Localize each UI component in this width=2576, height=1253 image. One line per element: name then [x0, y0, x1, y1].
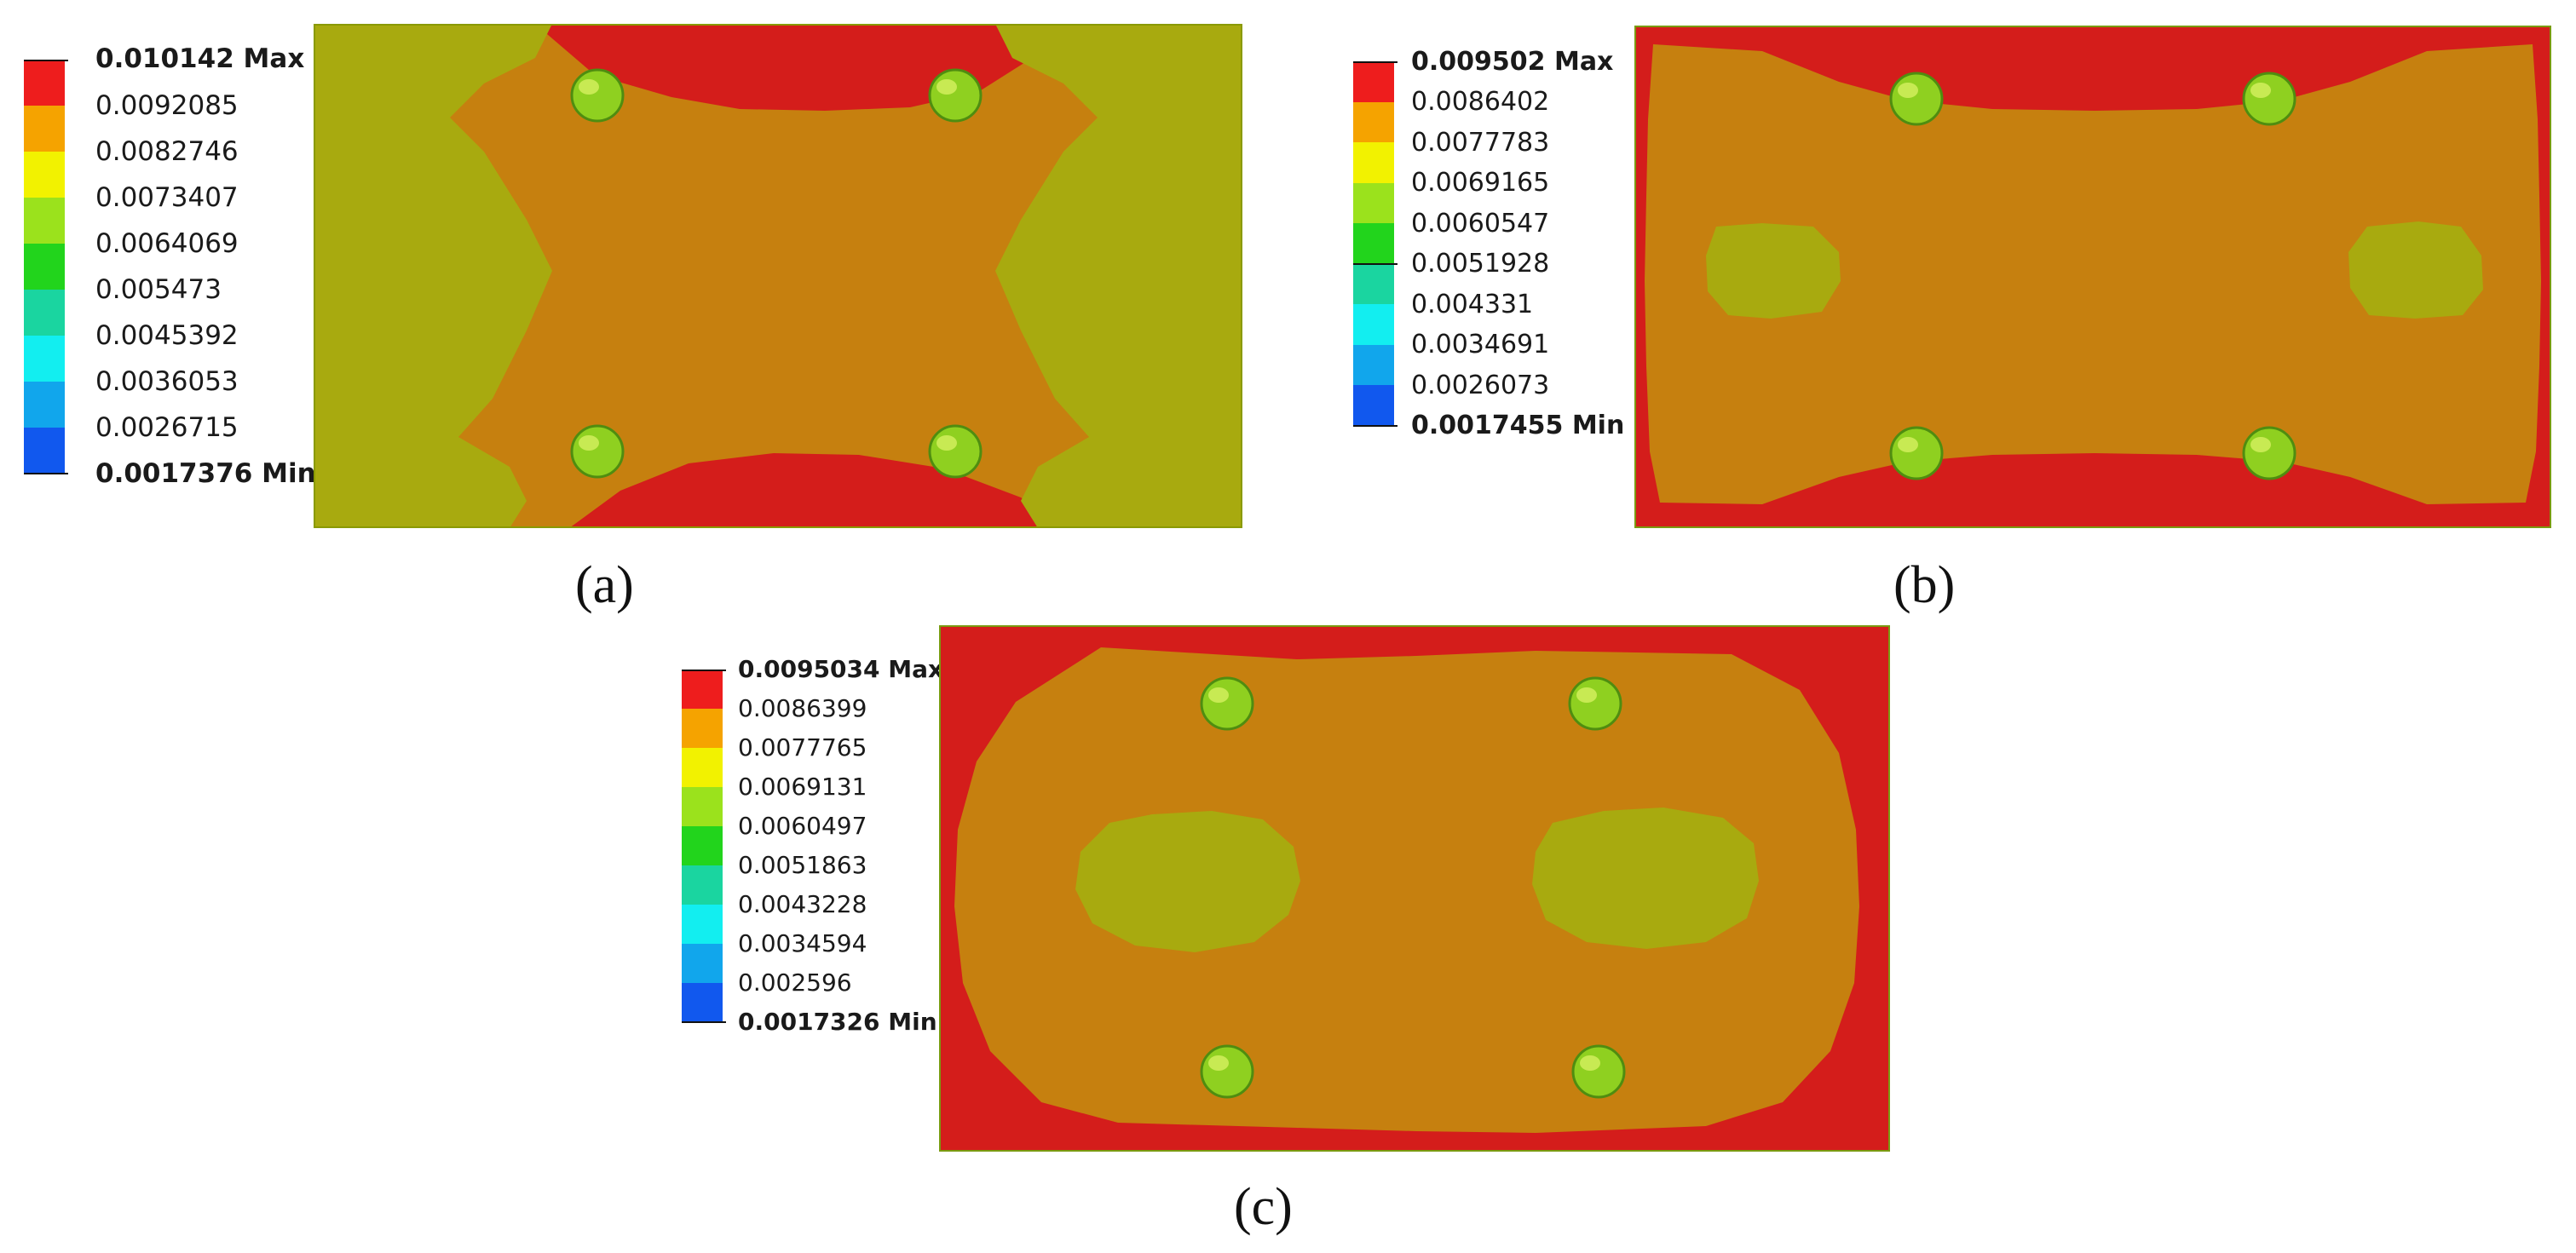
legend-b: 0.009502 Max 0.0086402 0.0077783 0.00691…: [1353, 49, 1660, 440]
legend-label: 0.0077765: [738, 733, 867, 762]
legend-swatch-8: [1353, 344, 1394, 385]
caption-b: (b): [1893, 556, 1956, 614]
legend-swatch-5: [682, 826, 723, 865]
caption-c: (c): [1234, 1178, 1293, 1236]
region-top-red: [535, 24, 1046, 111]
legend-label: 0.0026073: [1411, 371, 1550, 400]
legend-swatch-4: [1353, 182, 1394, 223]
legend-label-min: 0.0017376 Min: [95, 458, 316, 489]
legend-label: 0.0092085: [95, 90, 239, 121]
legend-label: 0.0064069: [95, 228, 239, 259]
legend-label: 0.0060497: [738, 812, 867, 840]
legend-swatch-8: [682, 944, 723, 983]
legend-swatch-7: [682, 905, 723, 944]
legend-swatch-1: [1353, 61, 1394, 102]
legend-label-max: 0.009502 Max: [1411, 47, 1614, 77]
pin-icon: [928, 68, 983, 123]
region-right-yellow-green: [2348, 221, 2483, 319]
pin-icon: [1568, 676, 1622, 731]
legend-c: 0.0095034 Max 0.0086399 0.0077765 0.0069…: [682, 658, 988, 1034]
legend-tick: [682, 1021, 726, 1023]
legend-label: 0.0082746: [95, 136, 239, 167]
legend-swatch-4: [682, 787, 723, 826]
legend-label: 0.0060547: [1411, 209, 1550, 239]
plate-edge: [314, 24, 1242, 528]
legend-label: 0.0073407: [95, 182, 239, 213]
legend-label: 0.0069165: [1411, 168, 1550, 198]
legend-swatch-2: [1353, 101, 1394, 142]
pin-icon: [2242, 72, 2297, 126]
legend-swatch-6: [682, 865, 723, 905]
plate-edge: [939, 625, 1890, 1152]
legend-tick: [682, 670, 726, 671]
legend-label: 0.0051928: [1411, 249, 1550, 279]
legend-swatch-7: [1353, 304, 1394, 345]
legend-swatch-6: [24, 290, 65, 336]
pin-icon: [1889, 72, 1944, 126]
legend-swatch-3: [24, 152, 65, 198]
legend-label: 0.0034691: [1411, 330, 1550, 359]
legend-label: 0.0077783: [1411, 128, 1550, 158]
pin-icon: [928, 424, 983, 479]
legend-swatch-8: [24, 382, 65, 428]
legend-swatch-4: [24, 198, 65, 244]
legend-swatch-9: [1353, 385, 1394, 426]
legend-label: 0.0051863: [738, 851, 867, 879]
pin-icon: [2242, 426, 2297, 480]
legend-label: 0.0086402: [1411, 87, 1550, 117]
legend-swatch-1: [24, 60, 65, 106]
legend-label: 0.0045392: [95, 320, 239, 351]
legend-swatch-1: [682, 670, 723, 709]
legend-label: 0.0034594: [738, 929, 867, 957]
legend-swatch-5: [24, 244, 65, 290]
legend-tick: [1353, 263, 1397, 265]
legend-label-min: 0.0017455 Min: [1411, 411, 1625, 440]
legend-label: 0.0043228: [738, 890, 867, 918]
region-left-yellow-green: [1706, 223, 1841, 319]
legend-tick: [1353, 61, 1397, 63]
caption-a: (a): [575, 556, 634, 614]
legend-swatch-9: [24, 428, 65, 474]
region-right-yellow-green: [1532, 808, 1759, 949]
legend-tick: [24, 60, 68, 61]
pin-icon: [570, 68, 625, 123]
legend-swatch-9: [682, 983, 723, 1022]
legend-swatch-3: [682, 748, 723, 787]
legend-label-min: 0.0017326 Min: [738, 1008, 937, 1036]
pin-icon: [570, 424, 625, 479]
legend-label-max: 0.010142 Max: [95, 43, 305, 74]
legend-swatch-3: [1353, 142, 1394, 183]
legend-swatch-2: [682, 709, 723, 748]
legend-swatch-7: [24, 336, 65, 382]
contour-plot-b: [1634, 26, 2551, 528]
region-left-yellow-green: [1075, 811, 1300, 952]
legend-label: 0.0069131: [738, 773, 867, 801]
pin-icon: [1200, 1044, 1254, 1099]
legend-tick: [24, 473, 68, 474]
legend-label: 0.004331: [1411, 290, 1534, 319]
legend-label-max: 0.0095034 Max: [738, 655, 944, 683]
legend-label: 0.002596: [738, 968, 852, 997]
pin-icon: [1200, 676, 1254, 731]
region-orange-band: [1645, 44, 2541, 504]
legend-swatch-5: [1353, 223, 1394, 264]
legend-swatch-6: [1353, 263, 1394, 304]
legend-a: 0.010142 Max 0.0092085 0.0082746 0.00734…: [24, 46, 331, 489]
region-right-yellow-green: [995, 24, 1242, 528]
legend-label: 0.0036053: [95, 366, 239, 397]
region-orange-band: [954, 647, 1859, 1133]
legend-label: 0.0086399: [738, 694, 867, 722]
region-left-yellow-green: [314, 24, 552, 528]
plate-edge: [1634, 26, 2551, 528]
pin-icon: [1889, 426, 1944, 480]
legend-swatch-2: [24, 106, 65, 152]
legend-label: 0.0026715: [95, 412, 239, 443]
pin-icon: [1571, 1044, 1626, 1099]
contour-plot-c: [939, 625, 1890, 1152]
legend-tick: [1353, 425, 1397, 427]
legend-label: 0.005473: [95, 274, 222, 305]
contour-plot-a: [314, 24, 1242, 528]
